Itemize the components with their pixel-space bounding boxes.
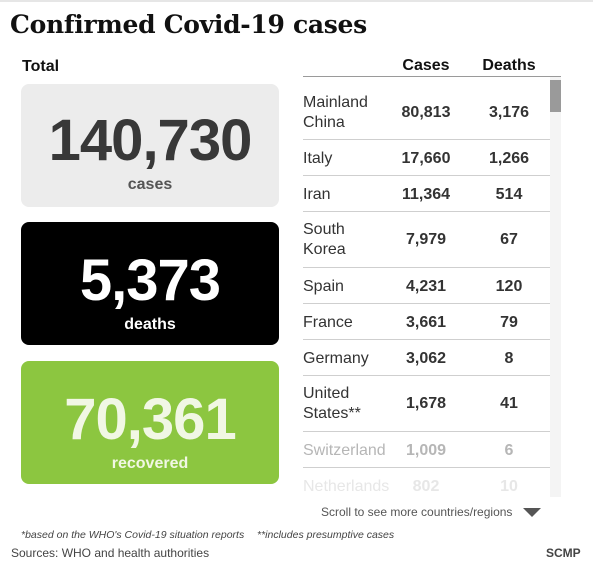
column-header-cases: Cases: [402, 57, 450, 74]
country-deaths: 41: [500, 395, 518, 412]
table-row: Germany 3,062 8: [303, 340, 550, 376]
footnote-presumptive: **includes presumptive cases: [257, 529, 395, 541]
table-body[interactable]: Mainland China 80,813 3,176 Italy 17,660…: [303, 77, 550, 497]
country-name: Germany: [303, 350, 369, 367]
table-row: France 3,661 79: [303, 304, 550, 340]
table-row: Italy 17,660 1,266: [303, 140, 550, 176]
country-deaths: 1,266: [488, 150, 530, 167]
total-recovered-box: 70,361 recovered: [21, 361, 279, 484]
total-cases-value: 140,730: [48, 108, 253, 173]
country-cases: 7,979: [405, 231, 447, 248]
table-row: South Korea 7,979 67: [303, 212, 550, 268]
table-row: Switzerland 1,009 6: [303, 432, 550, 468]
country-deaths: 6: [504, 442, 514, 459]
country-name: France: [303, 314, 353, 331]
footnote-who: *based on the WHO's Covid-19 situation r…: [21, 529, 245, 541]
country-cases: 1,009: [405, 442, 447, 459]
country-cases: 11,364: [401, 186, 451, 203]
country-name: United States**: [303, 385, 361, 422]
country-cases: 1,678: [405, 395, 447, 412]
country-deaths: 120: [495, 278, 523, 295]
country-deaths: 3,176: [488, 104, 530, 121]
total-recovered-label: recovered: [111, 455, 189, 472]
table-row: Netherlands 802 10: [303, 468, 550, 497]
country-cases: 802: [412, 478, 440, 495]
country-name: Netherlands: [303, 478, 390, 495]
table-row: Mainland China 80,813 3,176: [303, 77, 550, 140]
country-name: Italy: [303, 150, 333, 167]
scroll-hint: Scroll to see more countries/regions: [321, 505, 513, 519]
chevron-down-icon[interactable]: [523, 508, 541, 517]
country-name: Switzerland: [303, 442, 386, 459]
total-label: Total: [22, 58, 60, 75]
country-name: Mainland China: [303, 94, 368, 131]
table-scrollbar-thumb[interactable]: [550, 80, 561, 112]
country-name: South Korea: [303, 221, 346, 258]
table-scrollbar-track[interactable]: [550, 77, 561, 497]
country-cases: 3,062: [405, 350, 447, 367]
country-deaths: 79: [500, 314, 518, 331]
brand-logo: SCMP: [546, 546, 581, 560]
country-name: Spain: [303, 278, 344, 295]
table-row: Spain 4,231 120: [303, 268, 550, 304]
country-deaths: 514: [495, 186, 523, 203]
table-header: Cases Deaths: [303, 57, 561, 77]
country-cases: 4,231: [405, 278, 447, 295]
country-table[interactable]: Cases Deaths Mainland China 80,813 3,176…: [303, 57, 561, 497]
country-cases: 17,660: [401, 150, 451, 167]
total-deaths-label: deaths: [124, 316, 176, 333]
total-deaths-value: 5,373: [79, 248, 221, 313]
table-row: Iran 11,364 514: [303, 176, 550, 212]
sources-credit: Sources: WHO and health authorities: [11, 546, 210, 560]
table-row: United States** 1,678 41: [303, 376, 550, 432]
total-recovered-value: 70,361: [64, 387, 236, 452]
country-name: Iran: [303, 186, 331, 203]
country-deaths: 8: [504, 350, 514, 367]
country-deaths: 67: [500, 231, 518, 248]
country-deaths: 10: [500, 478, 518, 495]
top-divider: [0, 0, 593, 2]
country-cases: 80,813: [401, 104, 451, 121]
total-cases-label: cases: [127, 176, 173, 193]
total-deaths-box: 5,373 deaths: [21, 222, 279, 345]
country-cases: 3,661: [405, 314, 447, 331]
column-header-deaths: Deaths: [482, 57, 536, 74]
total-cases-box: 140,730 cases: [21, 84, 279, 207]
page-title: Confirmed Covid-19 cases: [10, 10, 367, 39]
